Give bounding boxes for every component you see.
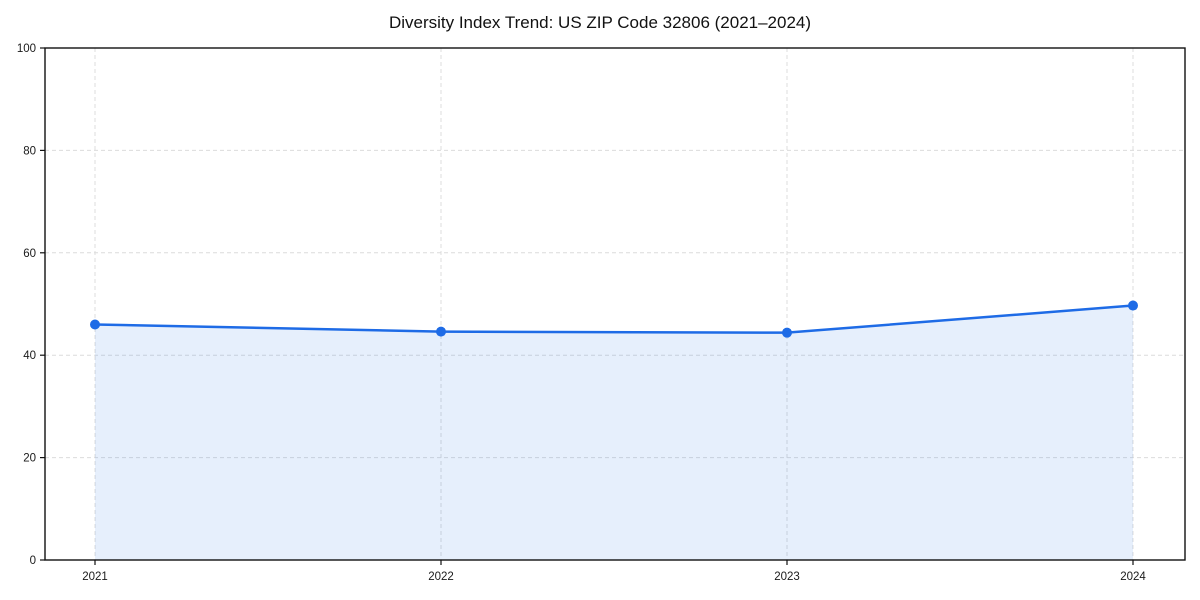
- chart-title: Diversity Index Trend: US ZIP Code 32806…: [388, 13, 812, 32]
- y-tick-label: 0: [30, 555, 36, 567]
- x-tick-label: 2024: [1120, 571, 1146, 583]
- x-tick-label: 2021: [82, 571, 108, 583]
- data-point-2024: [1128, 300, 1138, 311]
- trend-line: [93, 304, 1135, 334]
- y-tick-label: 40: [23, 350, 36, 362]
- data-point-2022: [436, 326, 446, 337]
- y-tick-label: 60: [23, 248, 36, 260]
- plot-border: [44, 47, 1186, 561]
- y-tick-label: 80: [23, 145, 36, 157]
- data-point-2023: [782, 327, 792, 338]
- y-tick-label: 100: [17, 43, 36, 55]
- area-fill: [95, 305, 1133, 560]
- x-tick-label: 2022: [428, 571, 454, 583]
- y-tick-label: 20: [23, 453, 36, 465]
- data-point-2021: [90, 319, 100, 330]
- x-tick-label: 2023: [774, 571, 800, 583]
